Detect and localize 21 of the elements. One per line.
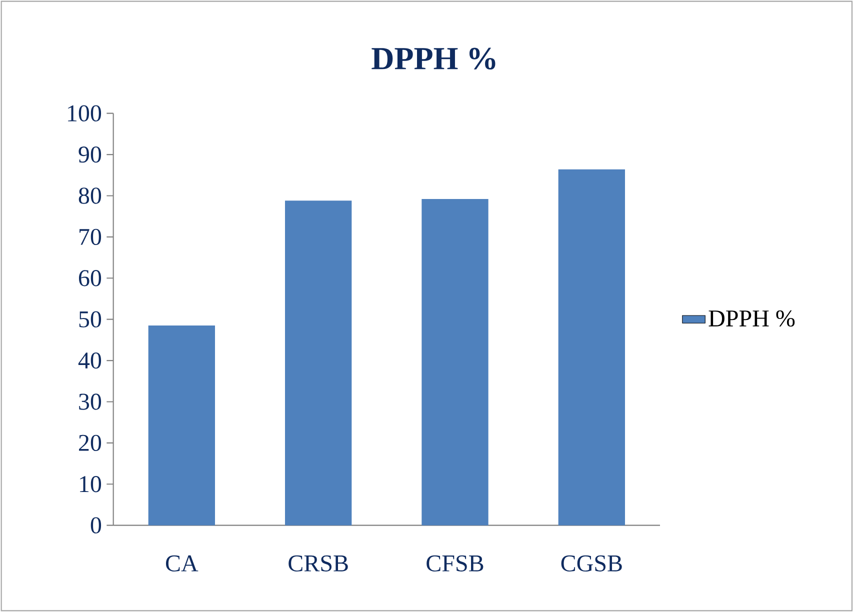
bar — [558, 169, 626, 526]
y-tick-label: 10 — [80, 476, 102, 492]
x-tick-label: CA — [166, 555, 198, 572]
bar — [148, 326, 215, 526]
y-tick-label: 20 — [79, 434, 102, 452]
y-tick-label: 60 — [78, 270, 102, 286]
bar — [422, 199, 488, 526]
y-tick-label: 90 — [78, 146, 102, 163]
x-tick-label: CFSB — [426, 555, 484, 572]
y-tick-label: 40 — [78, 352, 102, 369]
x-tick-label: CRSB — [288, 555, 348, 572]
y-tick-label: 30 — [79, 394, 102, 410]
y-tick-label: 70 — [80, 228, 102, 246]
legend-label: DPPH % — [708, 310, 795, 327]
y-tick-label: 50 — [79, 311, 102, 328]
y-tick-label: 0 — [90, 517, 102, 534]
x-tick-label: CGSB — [561, 555, 622, 572]
y-tick-label: 100 — [68, 105, 102, 122]
y-tick-label: 80 — [78, 188, 102, 204]
chart-title: DPPH % — [372, 48, 496, 70]
bar — [285, 200, 352, 526]
